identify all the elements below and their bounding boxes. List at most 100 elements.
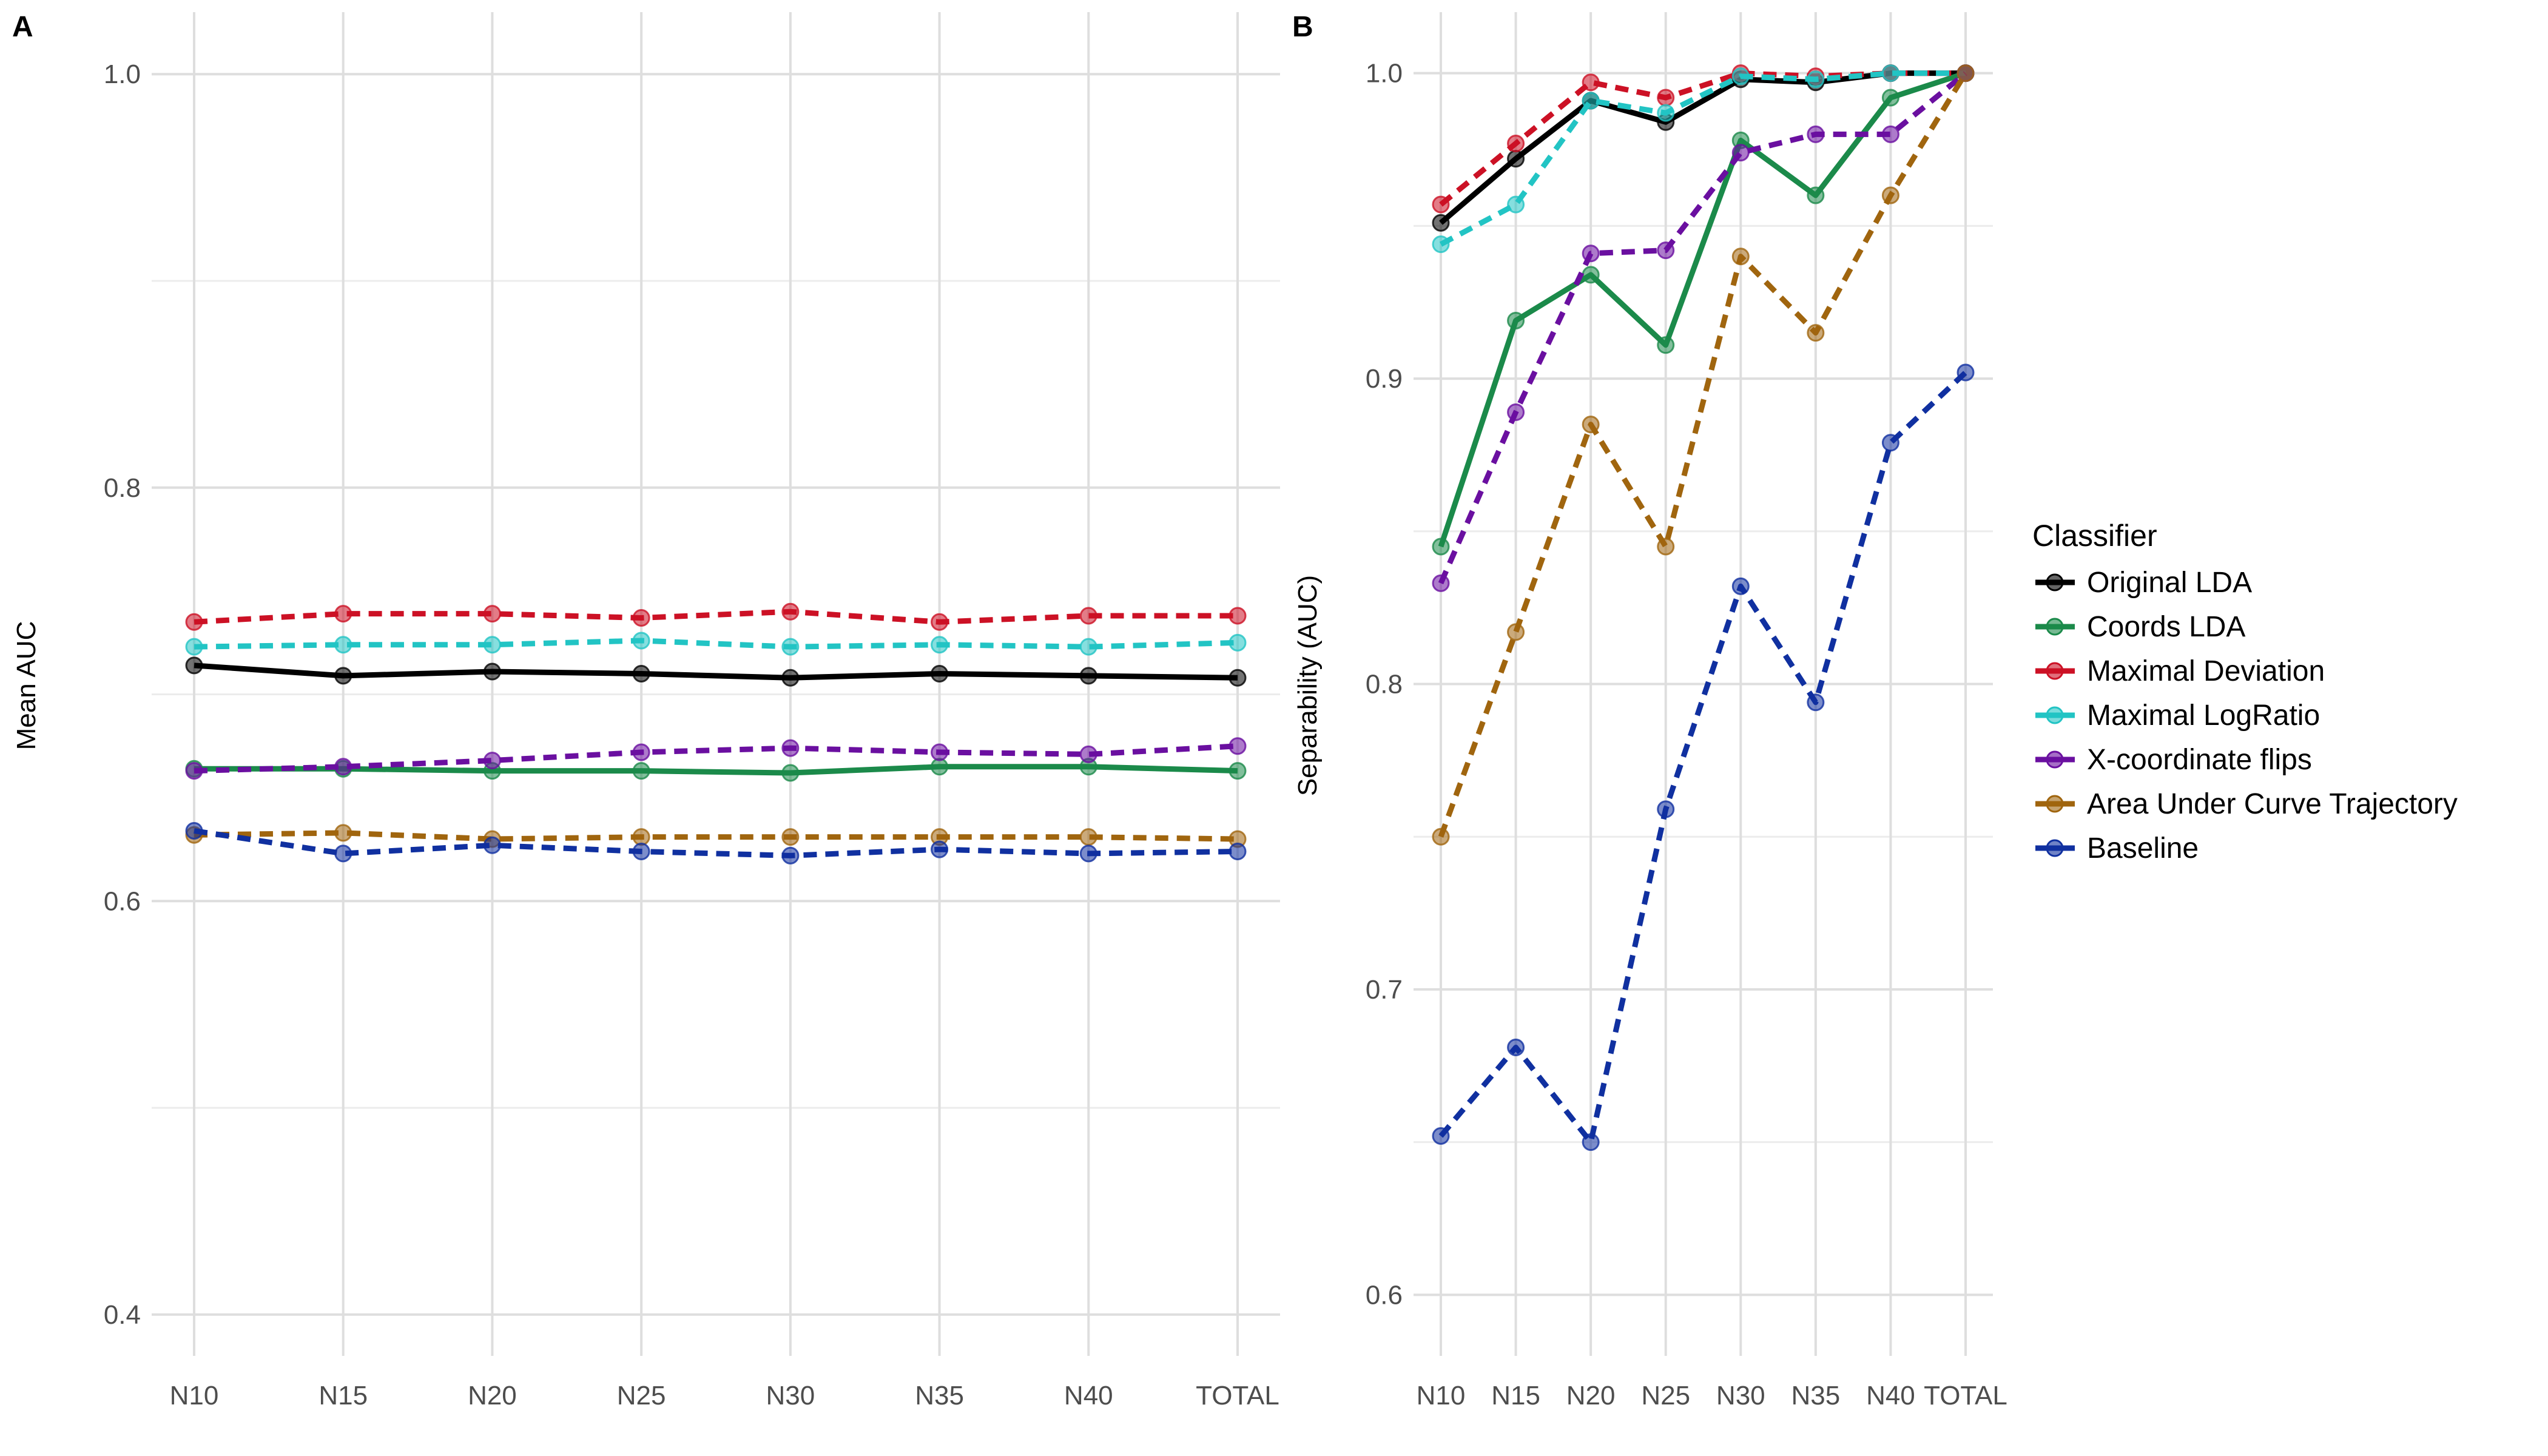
y-tick-label: 0.7	[1366, 975, 1403, 1005]
data-point	[1507, 134, 1525, 152]
y-tick-label: 1.0	[1366, 59, 1403, 89]
data-point	[931, 664, 949, 682]
data-point	[1079, 667, 1097, 685]
data-point	[185, 638, 203, 656]
y-tick-label: 0.6	[1366, 1280, 1403, 1310]
data-point	[1582, 73, 1600, 92]
data-point	[632, 843, 650, 861]
data-point	[931, 636, 949, 654]
data-point	[1657, 104, 1675, 122]
data-point	[334, 844, 352, 863]
legend-item: X-coordinate flips	[2035, 744, 2312, 776]
data-point	[1228, 762, 1247, 780]
data-point	[1582, 266, 1600, 284]
legend-item: Coords LDA	[2035, 611, 2245, 643]
data-point	[185, 762, 203, 780]
data-point	[632, 608, 650, 627]
data-point	[781, 602, 800, 621]
y-tick-label: 0.8	[104, 473, 141, 503]
legend-item: Baseline	[2035, 832, 2199, 864]
data-point	[185, 821, 203, 840]
data-point	[1731, 67, 1750, 86]
legend-key-point	[2046, 618, 2064, 636]
data-point	[632, 828, 650, 846]
data-point	[1956, 64, 1975, 83]
panel-b: B 0.6 0.7 0.8 0.9 1.0 N10 N15 N20 N25 N30 N35 N40 T…	[1292, 11, 2007, 1410]
data-point	[185, 613, 203, 631]
y-tick-label: 0.4	[104, 1300, 141, 1330]
data-point	[1228, 737, 1247, 755]
legend-label: Coords LDA	[2087, 611, 2245, 643]
data-point	[334, 636, 352, 654]
data-point	[1079, 844, 1097, 863]
legend-label: Baseline	[2087, 832, 2199, 864]
data-point	[632, 762, 650, 780]
x-tick-label: N10	[1417, 1381, 1466, 1410]
data-point	[1807, 186, 1825, 204]
data-point	[1807, 70, 1825, 89]
data-point	[781, 828, 800, 846]
legend-key-point	[2046, 750, 2064, 769]
data-point	[1881, 89, 1899, 107]
legend-item: Maximal LogRatio	[2035, 699, 2320, 732]
data-point	[1657, 538, 1675, 556]
legend-key-point	[2046, 706, 2064, 724]
x-tick-label: N25	[617, 1381, 666, 1410]
legend-label: Maximal Deviation	[2087, 655, 2325, 687]
data-point	[632, 664, 650, 682]
x-tick-label: N35	[915, 1381, 964, 1410]
x-tick-label: N15	[1491, 1381, 1540, 1410]
legend-label: Original LDA	[2087, 567, 2252, 599]
series-line-maximal-logratio	[1439, 70, 1966, 247]
legend-key-point	[2046, 795, 2064, 813]
legend-key-point	[2046, 573, 2064, 592]
data-point	[1807, 324, 1825, 342]
data-point	[781, 764, 800, 782]
data-point	[1228, 669, 1247, 687]
data-point	[781, 669, 800, 687]
data-point	[334, 758, 352, 776]
data-point	[1807, 693, 1825, 712]
data-point	[483, 636, 501, 654]
data-point	[1881, 125, 1899, 143]
x-tick-label: N30	[1716, 1381, 1765, 1410]
data-point	[1432, 214, 1450, 232]
data-point	[1432, 1127, 1450, 1145]
legend-item: Original LDA	[2035, 567, 2252, 599]
x-tick-label: N40	[1866, 1381, 1915, 1410]
data-point	[1432, 574, 1450, 592]
data-point	[632, 743, 650, 761]
data-point	[1881, 186, 1899, 204]
data-point	[1582, 1133, 1600, 1151]
panel-b-ylabel: Separability (AUC)	[1293, 575, 1323, 796]
data-point	[1731, 577, 1750, 595]
data-point	[1582, 244, 1600, 263]
legend-title: Classifier	[2032, 519, 2157, 553]
y-tick-label: 0.6	[104, 886, 141, 916]
x-tick-label: N10	[170, 1381, 219, 1410]
x-tick-label: N25	[1641, 1381, 1690, 1410]
data-point	[334, 667, 352, 685]
data-point	[781, 638, 800, 656]
data-point	[1881, 64, 1899, 83]
data-point	[1507, 623, 1525, 641]
data-point	[483, 836, 501, 854]
data-point	[334, 824, 352, 842]
data-point	[931, 840, 949, 858]
series-line-baseline	[1438, 370, 1968, 1145]
data-point	[1956, 363, 1975, 382]
data-point	[632, 632, 650, 650]
data-point	[1507, 403, 1525, 421]
data-point	[1228, 843, 1247, 861]
x-tick-label: N40	[1064, 1381, 1113, 1410]
series-line-coords-lda	[1438, 70, 1967, 548]
data-point	[1507, 1039, 1525, 1057]
data-point	[1079, 638, 1097, 656]
y-tick-label: 1.0	[104, 59, 141, 89]
data-point	[483, 605, 501, 623]
data-point	[1228, 633, 1247, 652]
data-point	[1079, 745, 1097, 763]
y-tick-label: 0.8	[1366, 670, 1403, 699]
data-point	[1507, 195, 1525, 214]
